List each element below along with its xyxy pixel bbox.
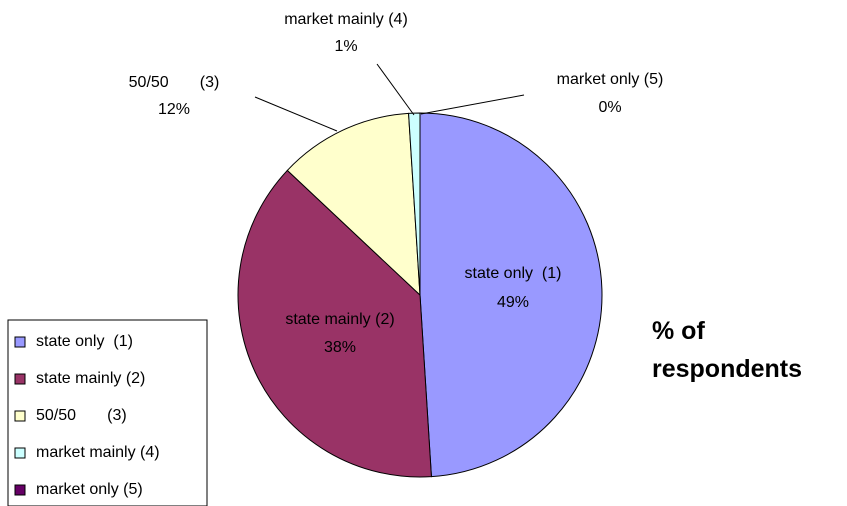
legend-swatch [14,336,26,348]
legend-label: state only (1) [36,333,133,350]
data-label-name: 50/50 (3) [129,74,220,91]
data-label-value: 0% [598,99,621,116]
legend-label: state mainly (2) [36,370,145,387]
legend-swatch [14,447,26,459]
data-label-name: market mainly (4) [284,11,408,28]
data-label-value: 1% [334,38,357,55]
data-label-name: market only (5) [557,71,664,88]
legend-swatch [14,410,26,422]
leader-line [254,96,338,132]
legend-swatch [14,484,26,496]
leader-line [420,94,525,115]
legend-box [7,319,208,506]
legend-label: market mainly (4) [36,444,160,461]
leader-line [376,63,415,116]
data-label-value: 12% [158,101,190,118]
pie-slice [286,112,421,297]
legend-label: 50/50 (3) [36,407,127,424]
data-label-value: 49% [497,294,529,311]
legend-swatch [14,373,26,385]
pie-slice [419,112,603,478]
data-label-name: state only (1) [465,265,562,282]
pie-slice [237,169,432,478]
data-label-value: 38% [324,339,356,356]
legend-label: market only (5) [36,481,143,498]
chart-title: % of respondents [652,317,803,383]
data-label-name: state mainly (2) [285,311,394,328]
